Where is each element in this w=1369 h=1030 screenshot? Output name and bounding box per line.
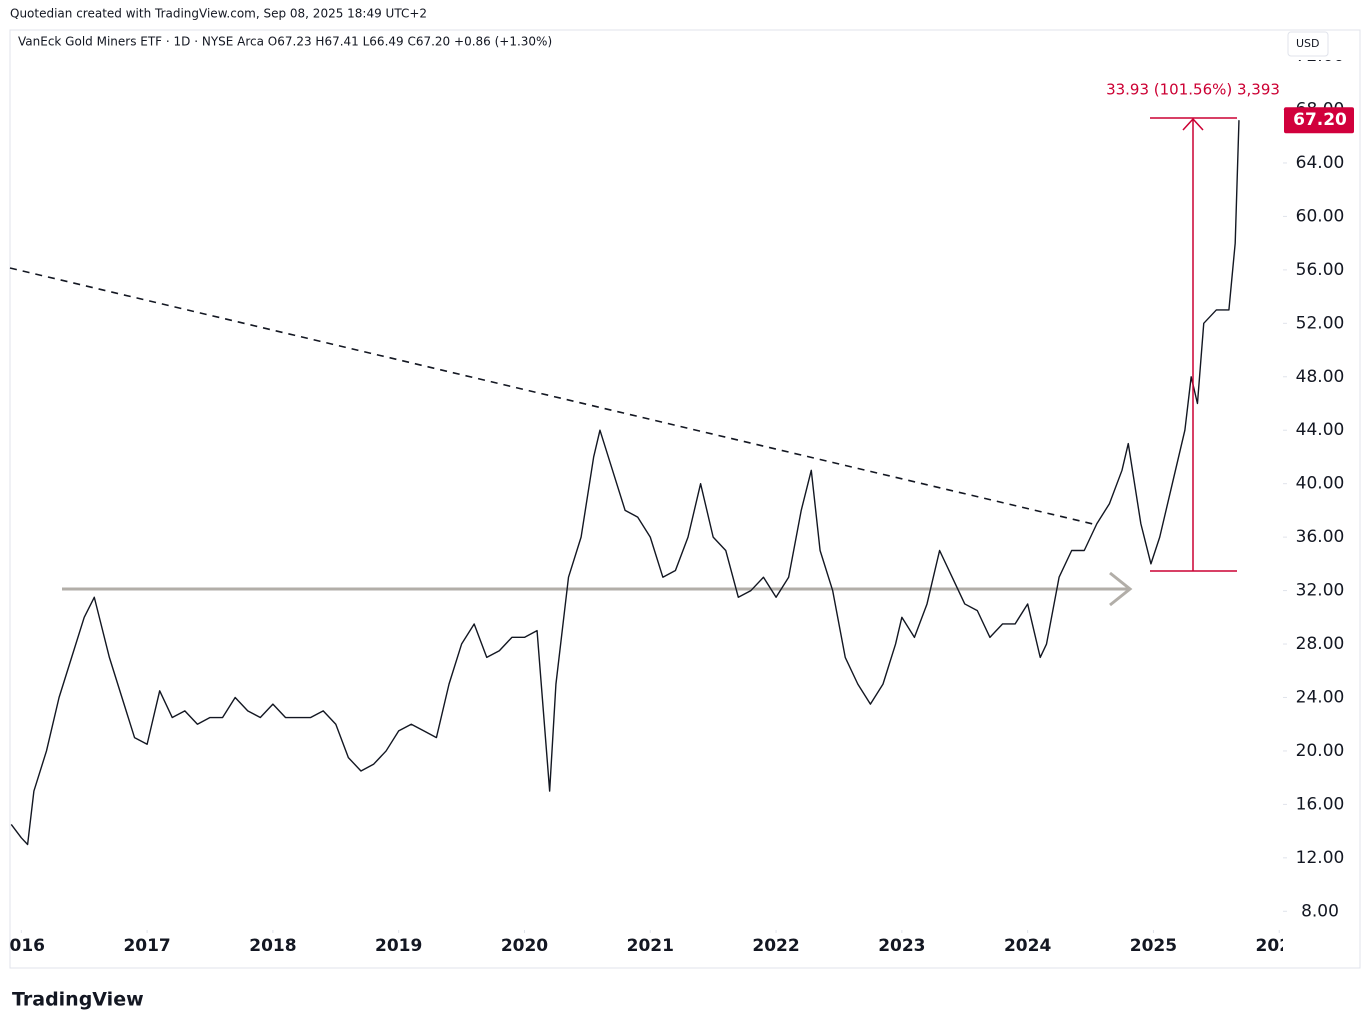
y-tick-label: 8.00 (1301, 901, 1339, 921)
y-tick-label: 24.00 (1296, 687, 1345, 707)
y-tick-label: 32.00 (1296, 581, 1345, 601)
currency: USD (1296, 37, 1320, 50)
last-price-label: 67.20 (1293, 110, 1347, 130)
y-tick-label: 44.00 (1296, 420, 1345, 440)
x-axis: 2016 2017 2018 2019 2020 2021 2022 2023 2024 2025… (0, 930, 1303, 956)
y-tick-label: 28.00 (1296, 634, 1345, 654)
y-tick-label: 48.00 (1296, 367, 1345, 387)
x-tick-label: 2016 (0, 936, 45, 956)
legend: VanEck Gold Miners ETF · 1D · NYSE Arca … (18, 35, 552, 49)
x-tick-label: 2022 (752, 936, 799, 956)
last-price-box (1284, 107, 1354, 134)
x-tick-label: 2019 (375, 936, 422, 956)
y-tick-label: 40.00 (1296, 474, 1345, 494)
x-tick-label: 2020 (501, 936, 548, 956)
credit: Quotedian created with TradingView.com, … (10, 7, 427, 21)
x-tick-label: 2026 (1256, 936, 1303, 956)
brand-logo[interactable]: TradingView (12, 989, 144, 1011)
y-tick-label: 56.00 (1296, 260, 1345, 280)
trendline[interactable] (9, 267, 1094, 525)
y-tick-label: 72.00 (1296, 46, 1345, 66)
y-tick-label: 20.00 (1296, 741, 1345, 761)
y-tick-label: 60.00 (1296, 206, 1345, 226)
currency-box[interactable] (1287, 31, 1329, 57)
x-tick-label: 2025 (1130, 936, 1177, 956)
chart-frame (9, 29, 1361, 969)
x-tick-label: 2021 (627, 936, 674, 956)
arrow-head (1109, 571, 1133, 607)
measure-arrow (1182, 117, 1204, 131)
price-line (10, 120, 1240, 846)
x-tick-label: 2017 (123, 936, 170, 956)
x-tick-label: 2018 (249, 936, 296, 956)
measure-label: 33.93 (101.56%) 3,393 (1106, 81, 1280, 99)
y-tick-label: 12.00 (1296, 848, 1345, 868)
y-tick-label: 64.00 (1296, 153, 1345, 173)
y-axis: 8.00 12.00 16.00 20.00 24.00 28.00 32.00 36.00 4… (1283, 46, 1345, 921)
y-tick-label: 36.00 (1296, 527, 1345, 547)
x-tick-label: 2024 (1004, 936, 1051, 956)
y-tick-label: 16.00 (1296, 794, 1345, 814)
y-tick-label: 52.00 (1296, 313, 1345, 333)
x-tick-label: 2023 (878, 936, 925, 956)
